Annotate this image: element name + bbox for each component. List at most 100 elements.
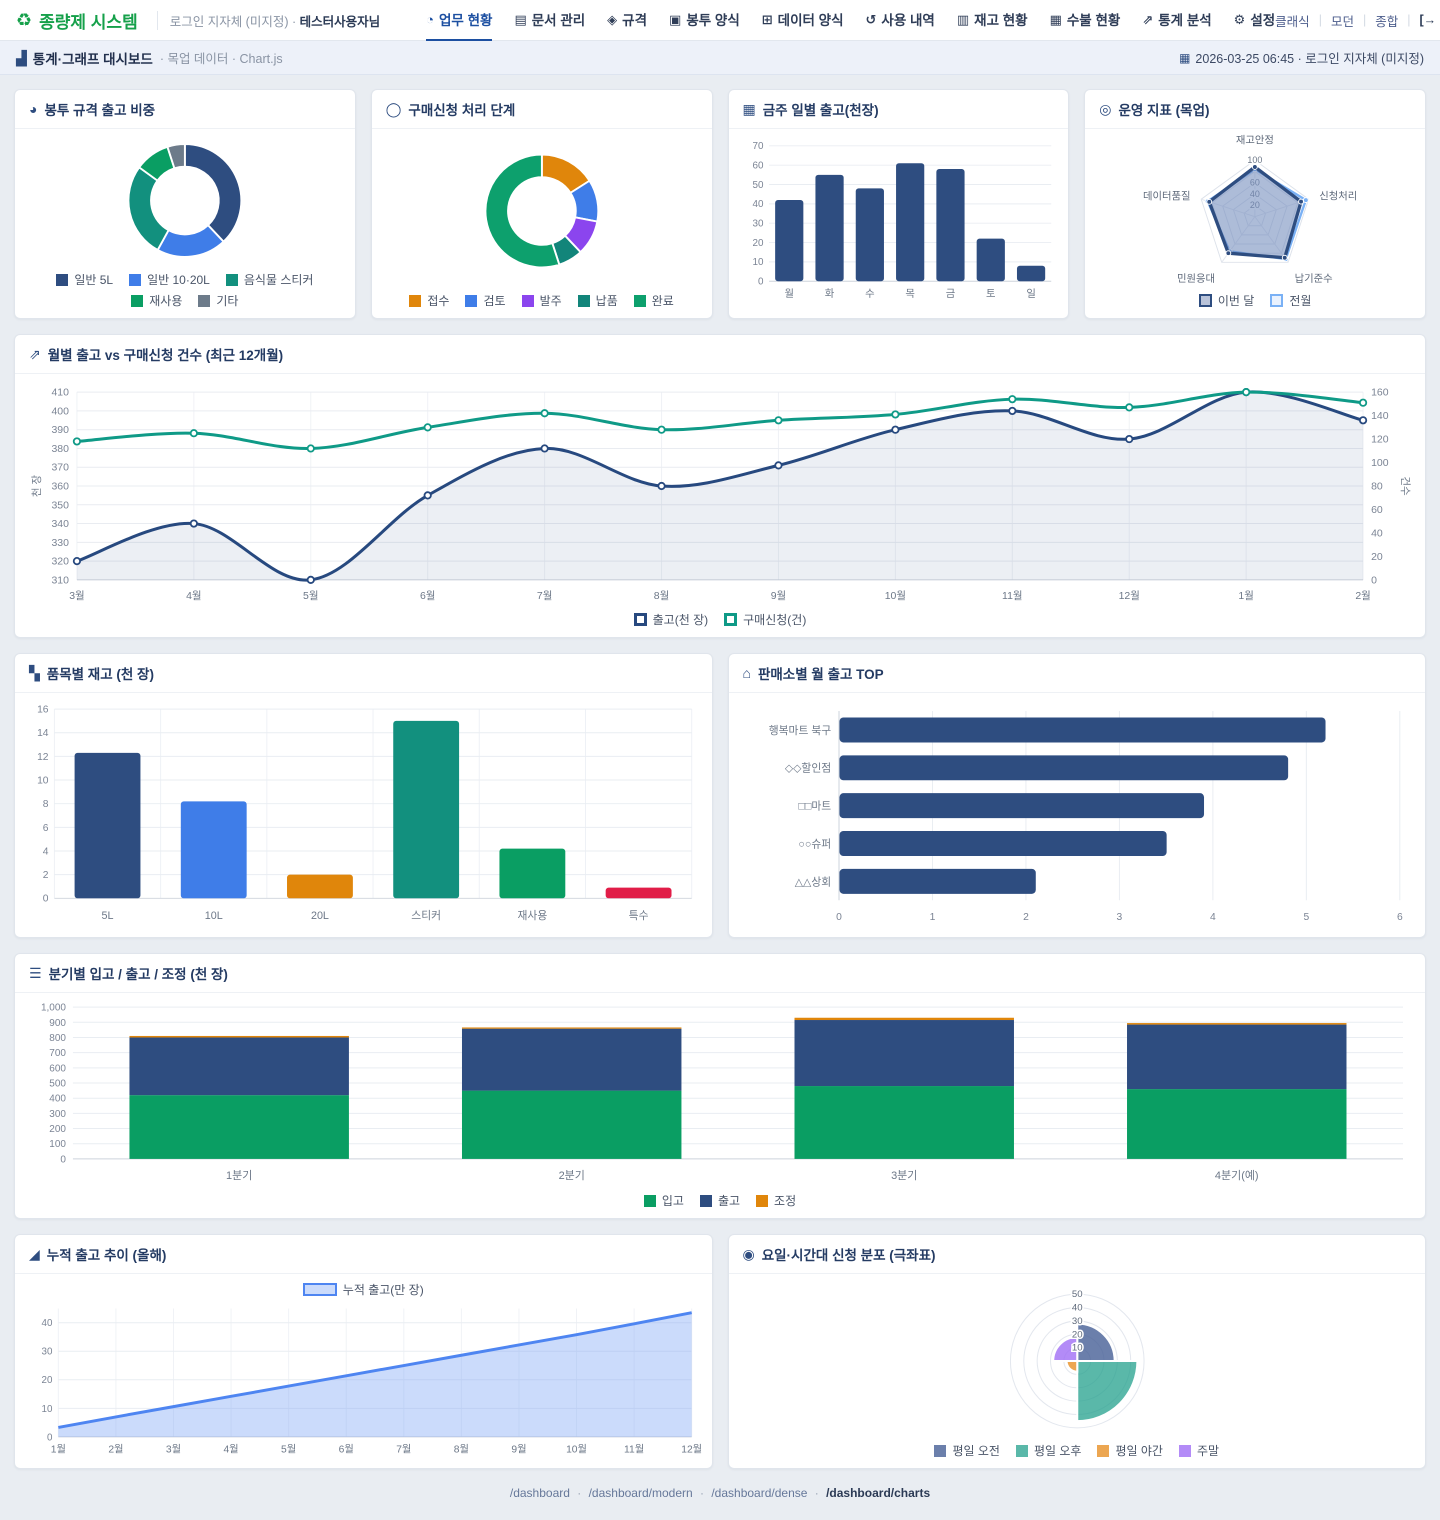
- legend-item[interactable]: 입고: [643, 1192, 684, 1209]
- header-datetime: 2026-03-25 06:45 · 로그인 지자체 (미지정): [1195, 52, 1424, 66]
- svg-text:4월: 4월: [186, 590, 201, 602]
- chart-legend: 접수 검토 발주 납품 완료: [382, 289, 702, 311]
- legend-item[interactable]: 출고: [699, 1192, 740, 1209]
- svg-text:10: 10: [752, 257, 763, 268]
- card-bag-share: ◕ 봉투 규격 출고 비중 일반 5L 일반 10·20L 음식물 스티커 재사용 기타: [14, 89, 356, 319]
- legend-swatch: [131, 294, 144, 307]
- legend-item[interactable]: 누적 출고(만 장): [302, 1281, 424, 1298]
- settings-icon: ⚙: [1233, 11, 1246, 27]
- nav-item-settings[interactable]: ⚙ 설정: [1234, 0, 1276, 41]
- chart-legend: 이번 달 전월: [1095, 289, 1415, 311]
- svg-text:월: 월: [784, 288, 794, 300]
- nav-item-work-status[interactable]: ◔ 업무 현황: [426, 0, 493, 41]
- legend-label: 완료: [651, 294, 674, 308]
- legend-item[interactable]: 재사용: [131, 292, 182, 309]
- page-subtitle: · 목업 데이터 · Chart.js: [159, 52, 283, 66]
- login-user: 테스터사용자님: [299, 14, 381, 29]
- dashboard-icon: ▟: [16, 49, 27, 66]
- row-stock-stores: ▚ 품목별 재고 (천 장) 0 2 4 6 8 10 12 14 16 5L 10L 20L 스티커 재…: [14, 653, 1426, 938]
- quick-link-3[interactable]: 종합: [1375, 14, 1399, 29]
- nav-item-data-forms[interactable]: ⊞ 데이터 양식: [762, 0, 844, 41]
- legend-item[interactable]: 평일 오전: [934, 1442, 1000, 1459]
- legend-swatch: [724, 613, 738, 626]
- legend-item[interactable]: 완료: [633, 292, 674, 309]
- svg-text:민원응대: 민원응대: [1177, 273, 1215, 285]
- nav-item-specs[interactable]: ◈ 규격: [607, 0, 647, 41]
- dashboard-main: ◕ 봉투 규격 출고 비중 일반 5L 일반 10·20L 음식물 스티커 재사용 기타…: [0, 75, 1440, 1520]
- legend-label: 출고(천 장): [652, 613, 709, 627]
- nav-item-documents[interactable]: ▤ 문서 관리: [514, 0, 585, 41]
- legend-item[interactable]: 검토: [465, 292, 506, 309]
- card-title: 판매소별 월 출고 TOP: [757, 667, 884, 682]
- svg-text:100: 100: [1371, 458, 1389, 469]
- svg-text:330: 330: [51, 538, 69, 549]
- svg-text:8월: 8월: [654, 590, 669, 602]
- legend-item[interactable]: 발주: [521, 292, 562, 309]
- quick-link-1[interactable]: 클래식: [1275, 14, 1310, 29]
- legend-swatch: [225, 273, 238, 286]
- legend-item[interactable]: 전월: [1270, 292, 1311, 309]
- legend-label: 재사용: [149, 294, 183, 308]
- svg-text:50: 50: [1071, 1289, 1082, 1300]
- legend-item[interactable]: 접수: [409, 292, 449, 309]
- legend-item[interactable]: 일반 5L: [56, 271, 113, 288]
- svg-text:12: 12: [37, 752, 49, 763]
- legend-item[interactable]: 평일 야간: [1097, 1442, 1163, 1459]
- svg-text:12월: 12월: [681, 1444, 701, 1456]
- legend-item[interactable]: 조정: [756, 1192, 796, 1209]
- nav-item-ledger[interactable]: ▦ 수불 현황: [1050, 0, 1121, 41]
- svg-text:40: 40: [1371, 528, 1383, 539]
- svg-text:화: 화: [824, 288, 834, 300]
- nav-item-label: 재고 현황: [974, 13, 1028, 28]
- legend-item[interactable]: 주말: [1178, 1442, 1219, 1459]
- legend-item[interactable]: 구매신청(건): [724, 611, 806, 628]
- card-request-stage: ◯ 구매신청 처리 단계 접수 검토 발주 납품 완료: [370, 89, 713, 319]
- footer-link[interactable]: /dashboard: [509, 1486, 570, 1500]
- legend-swatch: [129, 273, 142, 286]
- cumulative-chart-area: 누적 출고(만 장) 0 10 20 30 40 1월 2월 3월 4월 5월 6월 7월 8월 9월 10월…: [15, 1274, 712, 1468]
- svg-text:재고안정: 재고안정: [1236, 134, 1274, 146]
- svg-text:3분기: 3분기: [891, 1169, 917, 1182]
- nav-item-stats[interactable]: ⇗ 통계 분석: [1142, 0, 1211, 41]
- svg-text:7월: 7월: [396, 1444, 411, 1456]
- logout-icon[interactable]: [→: [1419, 13, 1437, 27]
- quick-link-2[interactable]: 모던: [1330, 14, 1354, 29]
- legend-item[interactable]: 일반 10·20L: [129, 271, 210, 288]
- svg-text:금: 금: [945, 288, 955, 300]
- footer-link[interactable]: /dashboard/modern: [588, 1486, 693, 1500]
- legend-item[interactable]: 음식물 스티커: [225, 271, 313, 288]
- legend-item[interactable]: 납품: [577, 292, 618, 309]
- legend-item[interactable]: 기타: [198, 292, 238, 309]
- svg-text:600: 600: [49, 1063, 66, 1074]
- nav-item-inventory[interactable]: ▥ 재고 현황: [957, 0, 1028, 41]
- footer-link[interactable]: /dashboard/dense: [711, 1486, 808, 1500]
- nav-item-usage-history[interactable]: ↺ 사용 내역: [866, 0, 935, 41]
- nav-item-bag-forms[interactable]: ▣ 봉투 양식: [669, 0, 740, 41]
- legend-label: 조정: [774, 1194, 797, 1208]
- svg-text:10: 10: [37, 775, 49, 786]
- card-title: 월별 출고 vs 구매신청 건수 (최근 12개월): [47, 348, 284, 363]
- svg-text:3월: 3월: [69, 590, 84, 602]
- card-time-distribution: ◉ 요일·시간대 신청 분포 (극좌표) 10 20 30 40 50 평일 오전 평일 오…: [727, 1234, 1426, 1469]
- card-quarterly-flow: ☰ 분기별 입고 / 출고 / 조정 (천 장) 0 100 200 300 400 50…: [14, 953, 1426, 1219]
- card-header: ◯ 구매신청 처리 단계: [371, 90, 712, 129]
- legend-item[interactable]: 출고(천 장): [633, 611, 709, 628]
- work-status-icon: ◔: [426, 11, 434, 27]
- legend-item[interactable]: 이번 달: [1198, 292, 1254, 309]
- svg-text:30: 30: [752, 219, 763, 230]
- svg-text:160: 160: [1371, 388, 1389, 399]
- svg-text:목: 목: [905, 288, 915, 300]
- svg-text:스티커: 스티커: [411, 910, 441, 922]
- legend-item[interactable]: 평일 오후: [1015, 1442, 1081, 1459]
- svg-text:◇◇할인점: ◇◇할인점: [784, 763, 830, 775]
- svg-text:△△상회: △△상회: [794, 876, 830, 888]
- card-top-stores: ⌂ 판매소별 월 출고 TOP 0 1 2 3 4 5 6 행복마트 북구 ◇◇할인점 □□마트 ○…: [727, 653, 1426, 938]
- brand[interactable]: ♻ 종량제 시스템 로그인 지자체 (미지정) · 테스터사용자님: [16, 8, 380, 33]
- svg-text:10L: 10L: [205, 910, 223, 922]
- footer-link[interactable]: /dashboard/charts: [826, 1486, 931, 1500]
- stock-by-item-chart: 0 2 4 6 8 10 12 14 16 5L 10L 20L 스티커 재사용 특수: [37, 705, 693, 922]
- svg-text:410: 410: [51, 388, 69, 399]
- svg-text:100: 100: [49, 1139, 66, 1150]
